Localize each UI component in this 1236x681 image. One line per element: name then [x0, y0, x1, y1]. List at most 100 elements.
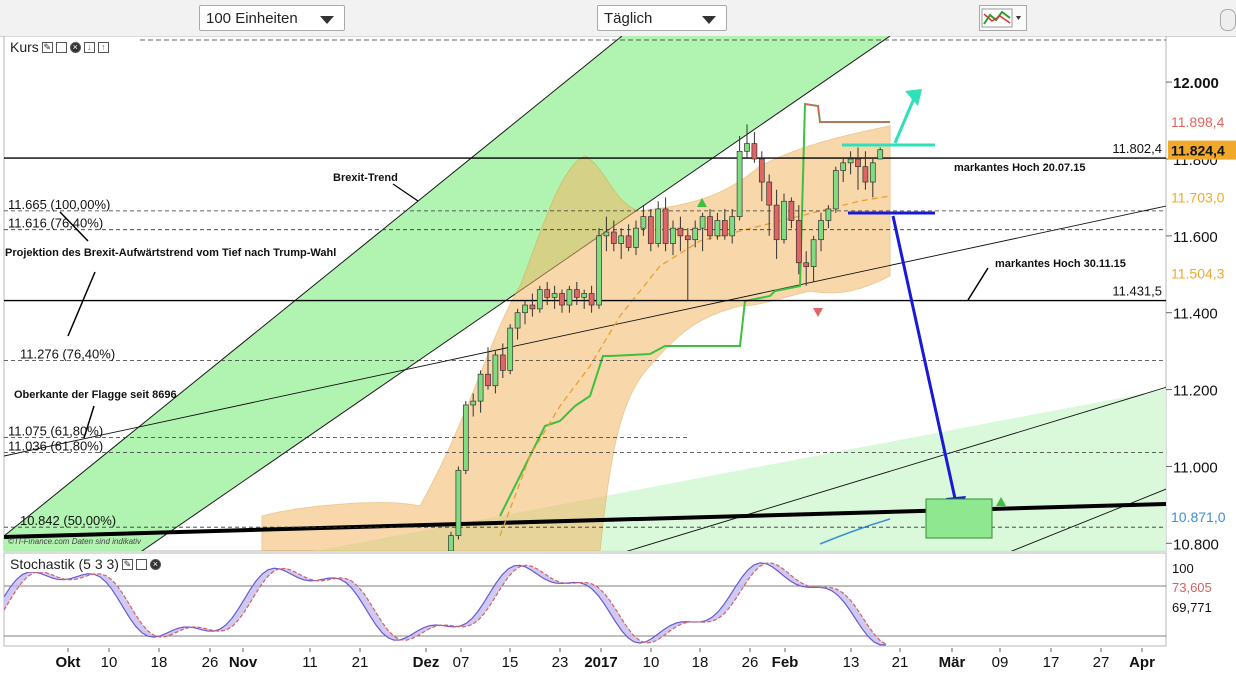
price-tag-bg: [1168, 263, 1236, 282]
pointer-arrow: [967, 267, 989, 301]
fib-label: 11.075 (61,80%): [8, 424, 103, 439]
candle-body: [744, 143, 750, 152]
x-tick-label: 13: [843, 654, 860, 671]
candle-body: [610, 231, 617, 244]
price-badge-label: 11.824,4: [1171, 143, 1225, 159]
stoch-k-value: 73,605: [1172, 580, 1212, 595]
x-tick-label: 10: [643, 654, 660, 671]
flag-lower-line-2: [1010, 488, 1166, 551]
x-tick-label: Okt: [55, 654, 80, 671]
y-tick-label: 10.800: [1173, 536, 1219, 553]
buy-signal-icon: [996, 497, 1006, 506]
candle-body: [470, 400, 477, 406]
candle-body: [603, 231, 610, 237]
candle-body: [625, 235, 632, 248]
price-tag-label: 11.898,4: [1171, 114, 1225, 130]
wrench-icon[interactable]: ✎: [41, 41, 53, 53]
units-select-value: 100 Einheiten: [206, 10, 298, 27]
x-tick-label: 26: [742, 654, 759, 671]
candle-body: [736, 150, 743, 217]
x-tick-label: 21: [352, 654, 369, 671]
candle-body: [862, 166, 869, 183]
chevron-down-icon: [702, 16, 716, 24]
price-tags: 11.901,811.898,411.824,411.703,011.504,3…: [1168, 110, 1236, 526]
horizontal-levels: 11.802,4 11.431,5 11.665 (100,00%) 11.616 (…: [4, 39, 1166, 528]
candle-body: [721, 220, 728, 237]
x-tick-label: 10: [101, 654, 118, 671]
x-tick-label: 27: [1093, 654, 1110, 671]
candle-body: [499, 354, 506, 371]
y-tick-label: 11.400: [1173, 306, 1218, 323]
x-tick-label: 23: [552, 654, 569, 671]
period-select[interactable]: Täglich: [597, 5, 727, 31]
channel-lower-line: [141, 36, 891, 551]
candle-body: [832, 170, 839, 210]
candle-body: [662, 208, 669, 244]
candle-body: [818, 220, 824, 241]
units-select[interactable]: 100 Einheiten: [199, 5, 345, 31]
candle-body: [670, 227, 676, 244]
fib-label: 11.276 (76,40%): [20, 346, 115, 361]
candle-body: [677, 227, 684, 237]
target-arrow-up: [893, 95, 917, 144]
scroll-handle[interactable]: [1220, 9, 1236, 31]
stoch-d-line: [4, 562, 887, 645]
target-arrow-head: [905, 89, 922, 106]
x-tick-label: Nov: [229, 654, 258, 671]
stoch-axis-100: 100: [1172, 561, 1194, 576]
candle-body: [647, 216, 654, 244]
x-tick-label: 09: [992, 654, 1009, 671]
candle-body: [640, 216, 647, 229]
period-select-value: Täglich: [604, 10, 653, 27]
candle-body: [788, 200, 795, 221]
annotation-brexit-trend: Brexit-Trend: [333, 172, 398, 184]
candle-body: [448, 535, 454, 551]
wrench-icon[interactable]: ✎: [121, 558, 133, 570]
pointer-arrow: [67, 271, 96, 337]
candle-body: [559, 293, 565, 306]
candle-body: [847, 158, 854, 164]
price-tag-label: 11.703,0: [1171, 189, 1225, 205]
x-tick-label: 07: [453, 654, 470, 671]
x-tick-label: 26: [202, 654, 219, 671]
x-tick-label: 11: [302, 654, 318, 671]
plot-content: 11.802,4 11.431,5 11.665 (100,00%) 11.616 (…: [4, 36, 1166, 551]
candle-body: [551, 293, 558, 298]
move-up-icon[interactable]: ↑: [97, 41, 109, 53]
candle-body: [684, 235, 691, 241]
candle-body: [507, 327, 514, 371]
sell-signal-icon: [813, 308, 823, 317]
x-tick-label: 2017: [584, 654, 617, 671]
y-tick-label: 11.200: [1173, 383, 1218, 400]
buy-signal-icon: [697, 198, 707, 207]
chart-settings-button[interactable]: [979, 5, 1027, 31]
close-icon[interactable]: ×: [69, 41, 81, 53]
fib-label: 11.665 (100,00%): [8, 197, 110, 212]
stoch-panel: [3, 552, 1167, 647]
window-icon[interactable]: [135, 558, 147, 570]
candle-body: [729, 216, 736, 237]
main-chart[interactable]: 11.802,4 11.431,5 11.665 (100,00%) 11.616 (…: [0, 36, 1236, 681]
level-label: 11.802,4: [1112, 141, 1162, 156]
blue-average: [819, 518, 891, 545]
projection-arrow: [891, 215, 958, 504]
candle-body: [462, 404, 469, 471]
window-icon[interactable]: [55, 41, 67, 53]
stoch-k-line: [4, 562, 887, 646]
annotation-projection: Projektion des Brexit-Aufwärtstrend vom …: [5, 247, 336, 259]
candle-body: [596, 235, 602, 306]
close-icon[interactable]: ×: [149, 558, 161, 570]
pointer-arrow: [83, 405, 95, 439]
price-tag-bg: [1168, 112, 1236, 131]
candle-body: [566, 289, 573, 306]
candle-body: [581, 293, 588, 298]
x-axis: Okt 10 18 26 Nov 11 21 Dez 07 15 23 2017 10 18 26 Feb 13…: [0, 648, 1236, 681]
stoch-d-value: 69,771: [1172, 600, 1212, 615]
x-tick-label: Feb: [772, 654, 799, 671]
candle-body: [492, 354, 499, 387]
candle-body: [536, 289, 543, 310]
stoch-k-tag: [1168, 578, 1230, 596]
candle-body: [477, 373, 484, 402]
y-tick-label: 12.000: [1173, 75, 1219, 92]
move-down-icon[interactable]: ↓: [83, 41, 95, 53]
